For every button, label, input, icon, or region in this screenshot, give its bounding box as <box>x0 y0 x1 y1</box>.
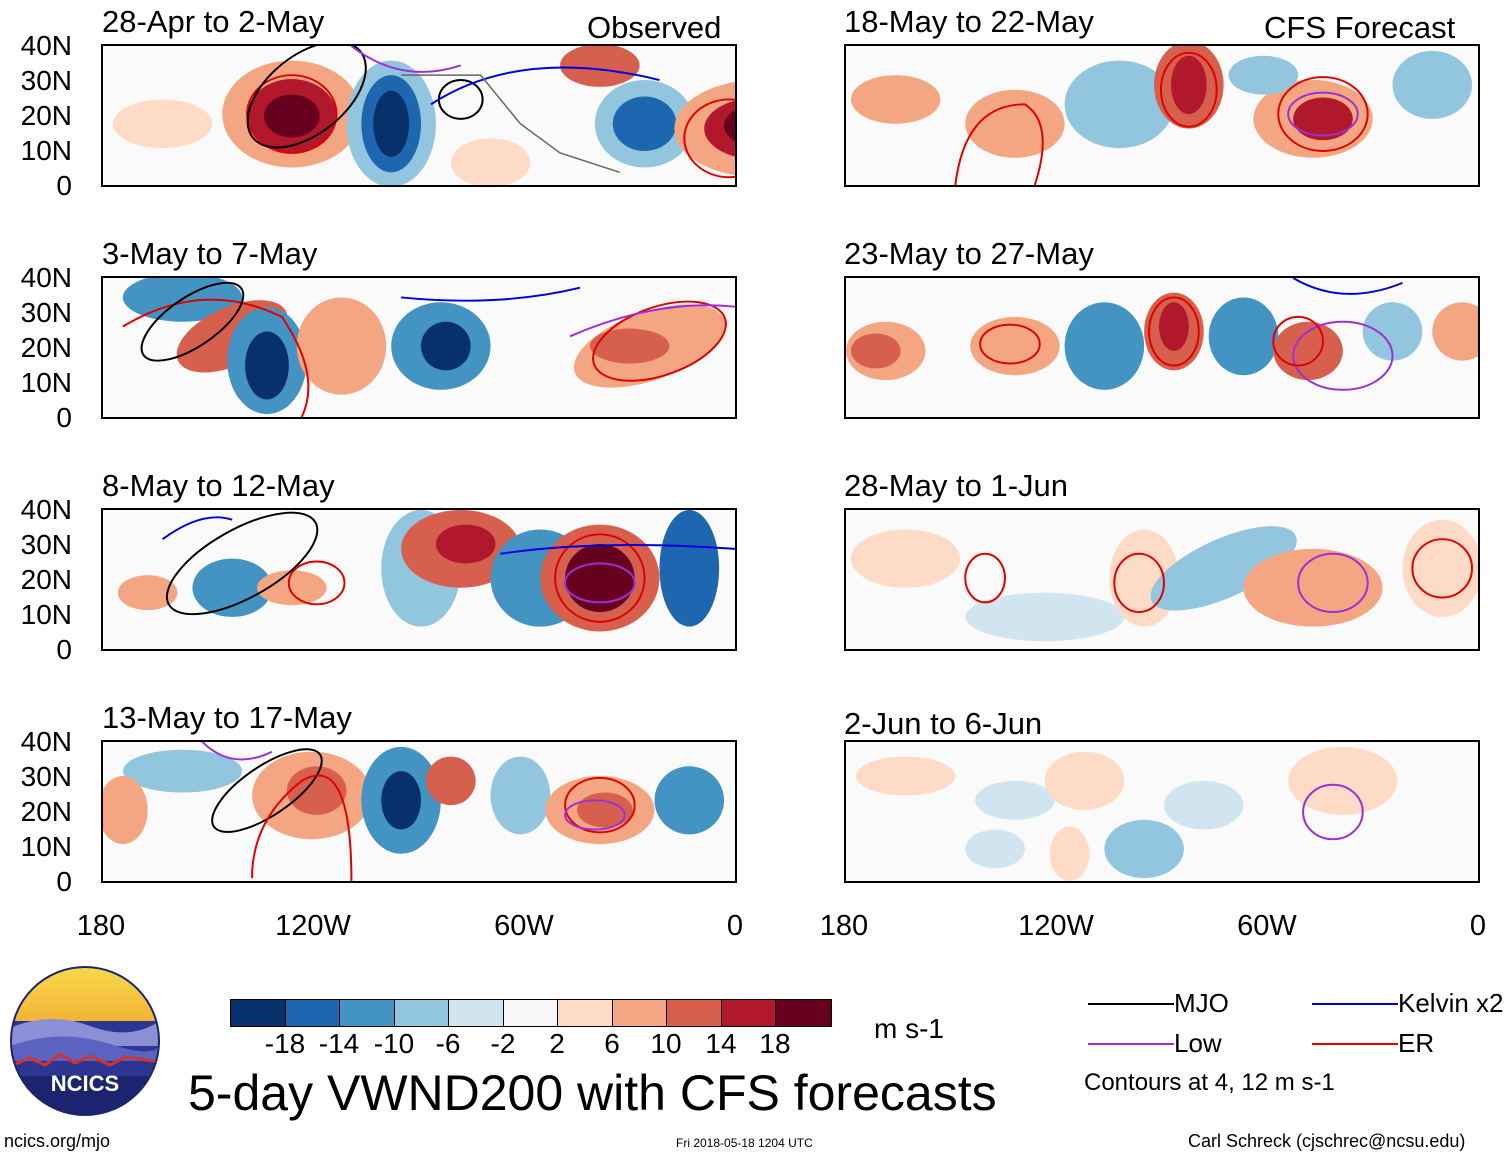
footer-author: Carl Schreck (cjschrec@ncsu.edu) <box>1188 1131 1466 1151</box>
lon-label: 180 <box>819 910 869 942</box>
lat-label: 10N <box>20 135 72 166</box>
lon-label: 0 <box>726 910 744 942</box>
colorbar-cell <box>612 1000 667 1026</box>
colorbar-units: m s-1 <box>874 1013 944 1044</box>
colorbar-cell <box>449 1000 504 1026</box>
colorbar-cell <box>558 1000 613 1026</box>
legend-label: Low <box>1174 1028 1222 1058</box>
lat-label: 0 <box>56 170 72 201</box>
footer-timestamp: Fri 2018-05-18 1204 UTC <box>676 1136 813 1150</box>
colorbar-cell <box>285 1000 340 1026</box>
lon-label: 120W <box>275 910 351 942</box>
colorbar-tick: -14 <box>318 1028 360 1059</box>
colorbar-cell <box>231 1000 286 1026</box>
lat-label: 40N <box>20 262 72 293</box>
lat-label: 40N <box>20 726 72 757</box>
panel-title: 28-Apr to 2-May <box>102 4 325 39</box>
lon-label: 60W <box>1237 910 1297 942</box>
lat-label: 30N <box>20 529 72 560</box>
lat-label: 40N <box>20 494 72 525</box>
legend-line-icon <box>1312 1042 1398 1045</box>
colorbar-tick: -10 <box>373 1028 415 1059</box>
ncics-logo: NCICS <box>10 966 160 1116</box>
lat-label: 10N <box>20 831 72 862</box>
map-panel-observed-1 <box>101 44 737 187</box>
colorbar-tick: 10 <box>650 1028 682 1059</box>
lat-label: 20N <box>20 332 72 363</box>
colorbar-tick: 18 <box>759 1028 791 1059</box>
lat-label: 0 <box>56 402 72 433</box>
lat-label: 10N <box>20 599 72 630</box>
panel-title: 3-May to 7-May <box>102 236 318 271</box>
legend-line-icon <box>1088 1002 1174 1005</box>
panel-title: 2-Jun to 6-Jun <box>844 706 1043 741</box>
colorbar-tick: 6 <box>604 1028 620 1059</box>
colorbar-cell <box>721 1000 776 1026</box>
lat-label: 30N <box>20 297 72 328</box>
colorbar-tick: -6 <box>435 1028 461 1059</box>
legend-label: MJO <box>1174 988 1229 1018</box>
colorbar <box>230 999 832 1027</box>
lon-label: 0 <box>1469 910 1487 942</box>
colorbar-cell <box>340 1000 395 1026</box>
contours-note: Contours at 4, 12 m s-1 <box>1084 1069 1335 1096</box>
legend-item-mjo: MJO <box>1088 988 1229 1019</box>
legend-label: Kelvin x2 <box>1398 988 1504 1018</box>
lat-label: 30N <box>20 761 72 792</box>
map-panel-forecast-1 <box>844 44 1480 187</box>
legend-line-icon <box>1088 1042 1174 1045</box>
colorbar-cell <box>776 1000 831 1026</box>
map-panel-forecast-4 <box>844 740 1480 883</box>
lat-label: 0 <box>56 866 72 897</box>
lat-label: 20N <box>20 100 72 131</box>
panel-title: 8-May to 12-May <box>102 468 335 503</box>
legend-line-icon <box>1312 1002 1398 1005</box>
legend-label: ER <box>1398 1028 1435 1058</box>
lon-label: 60W <box>494 910 554 942</box>
lat-label: 20N <box>20 564 72 595</box>
map-panel-forecast-3 <box>844 508 1480 651</box>
colorbar-tick: 14 <box>705 1028 737 1059</box>
observed-label: Observed <box>587 10 722 45</box>
colorbar-cell <box>394 1000 449 1026</box>
footer-website: ncics.org/mjo <box>4 1131 111 1151</box>
panel-title: 28-May to 1-Jun <box>844 468 1068 503</box>
lon-label: 180 <box>76 910 126 942</box>
lat-label: 0 <box>56 634 72 665</box>
colorbar-tick: -18 <box>264 1028 306 1059</box>
map-panel-observed-2 <box>101 276 737 419</box>
lat-label: 40N <box>20 30 72 61</box>
panel-title: 13-May to 17-May <box>102 700 352 735</box>
legend-item-er: ER <box>1312 1028 1434 1059</box>
colorbar-cell <box>503 1000 558 1026</box>
colorbar-tick: -2 <box>490 1028 516 1059</box>
map-panel-forecast-2 <box>844 276 1480 419</box>
lat-label: 30N <box>20 65 72 96</box>
logo-text: NCICS <box>51 1071 119 1096</box>
lon-label: 120W <box>1018 910 1094 942</box>
lat-label: 20N <box>20 796 72 827</box>
forecast-label: CFS Forecast <box>1264 10 1456 45</box>
legend-item-kelvin: Kelvin x2 <box>1312 988 1504 1019</box>
lat-label: 10N <box>20 367 72 398</box>
colorbar-cell <box>667 1000 722 1026</box>
panel-title: 23-May to 27-May <box>844 236 1094 271</box>
panel-title: 18-May to 22-May <box>844 4 1094 39</box>
colorbar-tick: 2 <box>549 1028 565 1059</box>
map-panel-observed-3 <box>101 508 737 651</box>
main-title: 5-day VWND200 with CFS forecasts <box>188 1065 997 1121</box>
legend-item-low: Low <box>1088 1028 1222 1059</box>
map-panel-observed-4 <box>101 740 737 883</box>
